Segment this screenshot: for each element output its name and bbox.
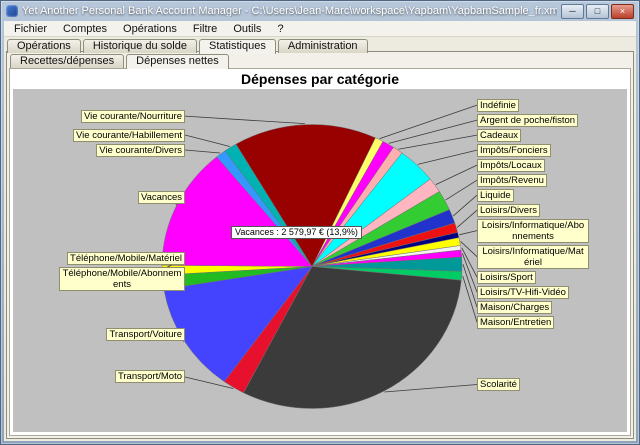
tab-administration[interactable]: Administration	[277, 39, 368, 53]
category-label: Cadeaux	[477, 128, 522, 142]
callout-line	[462, 264, 478, 308]
callout-line	[184, 376, 234, 389]
callout-line	[461, 247, 478, 278]
category-label: Scolarité	[477, 378, 520, 391]
maximize-button[interactable]: □	[586, 3, 609, 19]
callout-line	[398, 134, 478, 150]
callout-line	[456, 209, 478, 228]
category-label: Loisirs/Sport	[477, 270, 536, 284]
callout-line	[461, 253, 478, 293]
callout-line	[184, 149, 221, 154]
close-button[interactable]: ×	[611, 3, 634, 19]
pie-chart-plot: Vacances : 2 579,97 € (13,9%) Indéfinie A…	[13, 89, 627, 432]
callout-line	[388, 119, 478, 144]
chart-card: Dépenses par catégorie Vacances : 2 579,…	[9, 68, 631, 436]
callout-line	[417, 149, 478, 165]
main-tabs: Opérations Historique du solde Statistiq…	[4, 37, 636, 54]
tab-operations[interactable]: Opérations	[7, 39, 81, 53]
pie-slice[interactable]	[243, 266, 462, 409]
category-label: Transport/Voiture	[106, 327, 185, 341]
minimize-button[interactable]: ─	[561, 3, 584, 19]
chart-title: Dépenses par catégorie	[241, 71, 399, 87]
subtab-depenses-nettes[interactable]: Dépenses nettes	[126, 54, 229, 69]
category-label: Transport/Moto	[114, 370, 185, 384]
window-controls: ─ □ ×	[561, 3, 634, 19]
category-label: Impôts/Revenu	[477, 173, 547, 187]
title-bar: Yet Another Personal Bank Account Manage…	[4, 2, 636, 20]
category-label: Vie courante/Nourriture	[80, 109, 185, 123]
callout-line	[460, 241, 478, 257]
callout-line	[445, 179, 478, 201]
pie-slice[interactable]	[235, 124, 376, 268]
category-label: Vacances	[137, 190, 185, 204]
window-title: Yet Another Personal Bank Account Manage…	[22, 5, 557, 17]
menu-item-fichier[interactable]: Fichier	[14, 22, 48, 35]
callout-line	[435, 164, 478, 185]
callout-line	[462, 275, 478, 323]
category-label: Loisirs/TV-Hifi-Vidéo	[477, 285, 569, 299]
callout-line	[184, 115, 305, 125]
app-icon	[6, 5, 18, 17]
statistics-panel: Recettes/dépenses Dépenses nettes Dépens…	[6, 51, 634, 439]
category-label: Liquide	[477, 188, 514, 202]
menu-item-comptes[interactable]: Comptes	[63, 22, 108, 35]
menu-item-filtre[interactable]: Filtre	[192, 22, 218, 35]
statistics-subtabs: Recettes/dépenses Dépenses nettes	[7, 52, 633, 69]
category-label: Téléphone/Mobile/Abonnements	[59, 267, 185, 292]
category-label: Indéfinie	[477, 98, 519, 112]
subtab-recettes-depenses[interactable]: Recettes/dépenses	[10, 54, 125, 68]
callout-line	[184, 134, 230, 147]
category-label: Vie courante/Habillement	[73, 128, 185, 142]
category-label: Impôts/Locaux	[477, 158, 545, 172]
tab-statistiques[interactable]: Statistiques	[198, 39, 276, 54]
pie-slice[interactable]	[163, 266, 313, 383]
category-label: Loisirs/Divers	[477, 203, 541, 217]
callout-line	[379, 104, 478, 140]
menu-item-outils[interactable]: Outils	[233, 22, 262, 35]
callout-line	[459, 230, 478, 236]
category-label: Loisirs/Informatique/Abonnements	[477, 218, 589, 243]
menu-item-operations[interactable]: Opérations	[123, 22, 177, 35]
client-area: Fichier Comptes Opérations Filtre Outils…	[4, 21, 636, 441]
callout-line	[452, 194, 478, 217]
chart-tooltip: Vacances : 2 579,97 € (13,9%)	[231, 226, 362, 239]
menu-bar: Fichier Comptes Opérations Filtre Outils…	[4, 21, 636, 37]
category-label: Maison/Entretien	[477, 315, 555, 329]
category-label: Maison/Charges	[477, 300, 553, 314]
category-label: Impôts/Fonciers	[477, 143, 551, 157]
category-label: Loisirs/Informatique/Matériel	[477, 244, 589, 269]
category-label: Argent de poche/fiston	[477, 113, 579, 127]
category-label: Vie courante/Divers	[96, 143, 185, 157]
callout-line	[384, 384, 478, 393]
category-label: Téléphone/Mobile/Matériel	[67, 252, 185, 266]
menu-item-aide[interactable]: ?	[277, 22, 284, 35]
tab-historique-du-solde[interactable]: Historique du solde	[82, 39, 197, 53]
